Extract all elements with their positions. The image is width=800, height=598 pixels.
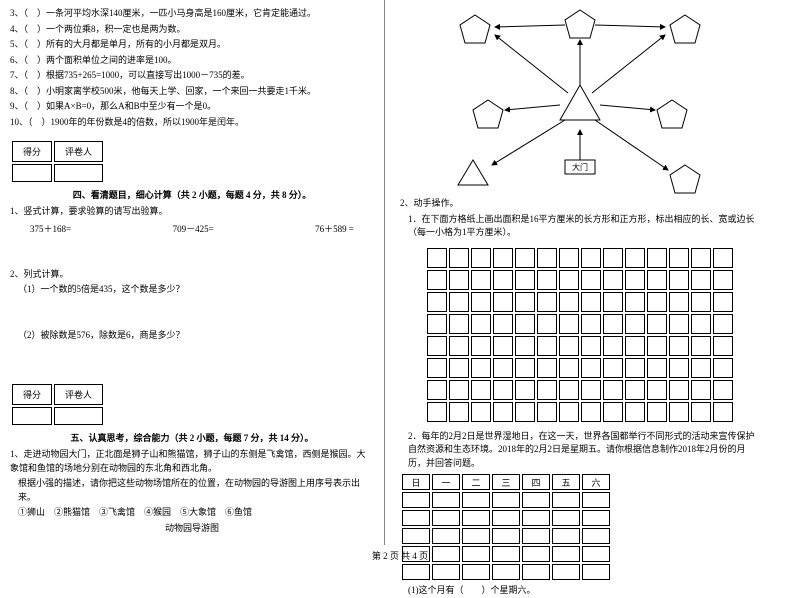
- calendar-table: 日一二三四五六: [400, 472, 612, 582]
- judgment-list: 3、（ ）一条河平均水深140厘米，一匹小马身高是160厘米，它肯定能通过。 4…: [10, 7, 374, 129]
- q2-intro: 2、列式计算。: [10, 268, 374, 282]
- calc-item: 76＋589 =: [315, 222, 354, 235]
- grader-cell: [54, 407, 103, 425]
- sec5-p1: 1、走进动物园大门，正北面是狮子山和熊猫馆，狮子山的东侧是飞禽馆，西侧是猴园。大…: [10, 448, 374, 475]
- judg-item: 10、（ ）1900年的年份数是4的倍数，所以1900年是闰年。: [10, 116, 374, 130]
- score-label: 得分: [12, 141, 52, 162]
- q2-2: 2．每年的2月2日是世界湿地日，在这一天，世界各国都举行不同形式的活动来宣传保护…: [400, 430, 760, 471]
- judg-item: 4、（ ）一个两位乘8，积一定也是两为数。: [10, 23, 374, 37]
- calc-row: 375＋168= 709－425= 76＋589 =: [10, 222, 374, 235]
- judg-item: 5、（ ）所有的大月都是单月，所有的小月都是双月。: [10, 38, 374, 52]
- q2-1: 1．在下面方格纸上画出面积是16平方厘米的长方形和正方形，标出相应的长、宽或边长…: [400, 213, 760, 240]
- judg-item: 3、（ ）一条河平均水深140厘米，一匹小马身高是160厘米，它肯定能通过。: [10, 7, 374, 21]
- score-cell: [12, 164, 52, 182]
- sec5-p4: 动物园导游图: [10, 522, 374, 536]
- score-table: 得分 评卷人: [10, 139, 374, 184]
- section4-title: 四、看清题目，细心计算（共 2 小题，每题 4 分，共 8 分）。: [10, 188, 374, 201]
- grid-paper: [425, 246, 735, 424]
- sec5-p2: 根据小强的描述，请你把这些动物场馆所在的位置，在动物园的导游图上用序号表示出来。: [10, 477, 374, 504]
- q2-2-a: (1)这个月有（ ）个星期六。: [400, 584, 760, 598]
- grader-label: 评卷人: [54, 384, 103, 405]
- judg-item: 6、（ ）两个面积单位之间的进率是100。: [10, 54, 374, 68]
- q2-label: 2、动手操作。: [400, 197, 760, 211]
- section5-title: 五、认真思考，综合能力（共 2 小题，每题 7 分，共 14 分）。: [10, 431, 374, 444]
- score-cell: [12, 407, 52, 425]
- score-table-2: 得分 评卷人: [10, 382, 374, 427]
- gate-label: 大门: [572, 162, 588, 172]
- calc-item: 709－425=: [173, 222, 214, 235]
- q2-b: （2）被除数是576，除数是6，商是多少？: [10, 329, 374, 343]
- q2-a: （1）一个数的5倍是435，这个数是多少？: [10, 283, 374, 297]
- page-footer: 第 2 页 共 4 页: [0, 549, 800, 562]
- judg-item: 7、（ ）根据735+265=1000，可以直接写出1000－735的差。: [10, 69, 374, 83]
- sec5-p3: ①狮山 ②熊猫馆 ③飞禽馆 ④猴园 ⑤大象馆 ⑥鱼馆: [10, 506, 374, 520]
- judg-item: 9、（ ）如果A×B=0，那么A和B中至少有一个是0。: [10, 100, 374, 114]
- q1-intro: 1、竖式计算，要求验算的请写出验算。: [10, 205, 374, 219]
- grader-cell: [54, 164, 103, 182]
- compass-diagram: 大门: [440, 5, 720, 195]
- judg-item: 8、（ ）小明家离学校500米，他每天上学、回家，一个来回一共要走1千米。: [10, 85, 374, 99]
- score-label: 得分: [12, 384, 52, 405]
- calc-item: 375＋168=: [30, 222, 71, 235]
- grader-label: 评卷人: [54, 141, 103, 162]
